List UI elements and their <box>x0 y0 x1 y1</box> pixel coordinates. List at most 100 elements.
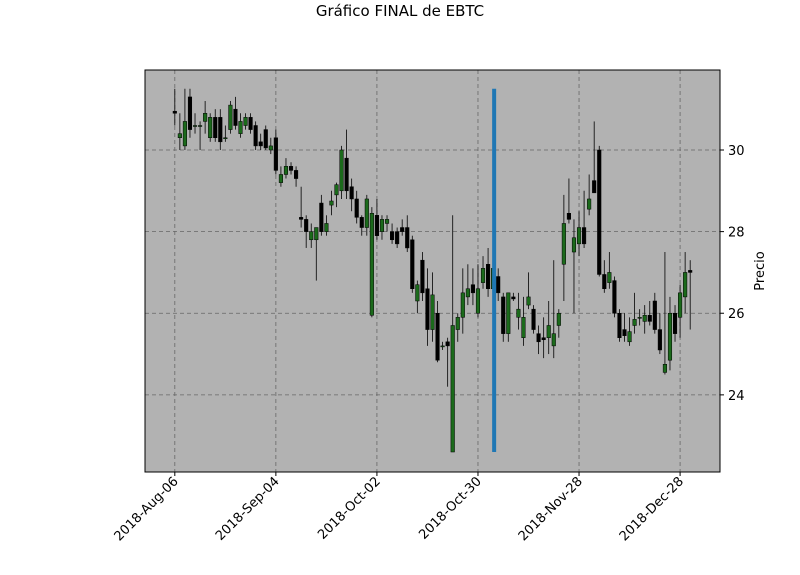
candle-body <box>576 227 582 245</box>
candle-body <box>334 184 339 196</box>
candle-body <box>445 341 450 347</box>
candle-body <box>309 231 314 241</box>
candle-body <box>283 166 289 175</box>
candle-body <box>390 231 395 241</box>
candle-body <box>667 312 673 361</box>
candle-body <box>384 219 390 224</box>
y-tick-label: 30 <box>728 144 745 159</box>
candle-body <box>541 337 546 341</box>
candle-body <box>349 186 354 200</box>
candle-body <box>410 239 415 290</box>
candle-body <box>405 227 410 249</box>
candle-body <box>243 117 248 126</box>
candle-body <box>354 198 359 218</box>
candle-body <box>268 145 273 151</box>
candle-body <box>208 117 213 138</box>
candle-body <box>460 292 465 318</box>
candle-body <box>420 259 425 294</box>
plot-area <box>145 70 720 472</box>
candle-body <box>172 110 177 114</box>
candle-body <box>561 223 566 265</box>
candle-body <box>273 137 278 171</box>
candle-body <box>359 217 364 228</box>
x-tick-label: 2018-Aug-06 <box>112 474 182 544</box>
candle-body <box>597 149 602 275</box>
candle-body <box>314 227 319 241</box>
candle-body <box>369 213 374 316</box>
candle-body <box>678 292 683 318</box>
y-tick-label: 26 <box>728 307 745 322</box>
candle-body <box>223 137 228 139</box>
candle-body <box>455 317 460 330</box>
candle-body <box>622 329 627 336</box>
candle-body <box>647 315 652 322</box>
candle-body <box>536 333 541 343</box>
candle-body <box>652 300 657 330</box>
candle-body <box>379 219 385 232</box>
candle-body <box>602 274 607 290</box>
candle-body <box>192 125 198 127</box>
candle-body <box>395 231 400 245</box>
candle-body <box>511 296 516 300</box>
x-tick-label: 2018-Sep-04 <box>213 474 283 544</box>
y-tick-label: 28 <box>728 226 745 241</box>
candle-body <box>278 174 283 183</box>
chart-title: Gráfico FINAL de EBTC <box>316 2 484 20</box>
candle-body <box>339 149 344 192</box>
candle-body <box>425 288 430 330</box>
candle-body <box>253 125 258 147</box>
candle-body <box>551 333 556 347</box>
candle-body <box>218 117 223 143</box>
candle-body <box>516 308 521 318</box>
candle-body <box>587 198 592 210</box>
candle-body <box>238 121 243 134</box>
candle-body <box>486 264 491 290</box>
candle-body <box>364 198 369 228</box>
candle-body <box>662 364 667 373</box>
candle-body <box>627 331 632 343</box>
candle-body <box>465 288 470 298</box>
candle-body <box>617 312 622 338</box>
candle-body <box>228 104 233 130</box>
candle-body <box>566 213 571 220</box>
candle-body <box>248 117 253 130</box>
candle-body <box>496 276 501 294</box>
x-tick-label: 2018-Oct-30 <box>416 474 484 542</box>
candle-body <box>374 215 379 236</box>
candle-body <box>258 141 263 147</box>
candle-body <box>435 312 440 361</box>
candle-body <box>470 284 475 294</box>
candle-body <box>571 237 577 253</box>
candle-body <box>637 317 642 319</box>
candle-body <box>672 312 678 334</box>
candle-body <box>187 96 193 130</box>
candle-body <box>592 180 597 194</box>
candle-body <box>657 329 662 351</box>
candle-body <box>501 296 506 334</box>
candle-body <box>480 268 486 283</box>
candle-body <box>582 227 587 245</box>
candle-body <box>299 217 304 220</box>
candle-body <box>688 270 693 273</box>
candle-body <box>263 129 268 149</box>
candle-body <box>556 312 561 326</box>
candle-body <box>430 294 435 330</box>
candle-body <box>607 272 612 283</box>
candle-body <box>233 108 238 126</box>
candle-body <box>612 280 617 314</box>
candle-body <box>531 308 536 330</box>
candle-body <box>344 157 349 192</box>
y-tick-label: 24 <box>728 389 745 404</box>
candle-body <box>203 113 208 122</box>
candle-body <box>521 317 526 338</box>
candle-body <box>475 288 481 314</box>
candle-body <box>213 117 218 138</box>
x-tick-label: 2018-Dec-28 <box>617 474 687 544</box>
candle-body <box>440 345 445 348</box>
candle-body <box>415 284 420 302</box>
candle-body <box>683 272 688 298</box>
candle-body <box>304 219 309 232</box>
candle-body <box>177 133 182 138</box>
